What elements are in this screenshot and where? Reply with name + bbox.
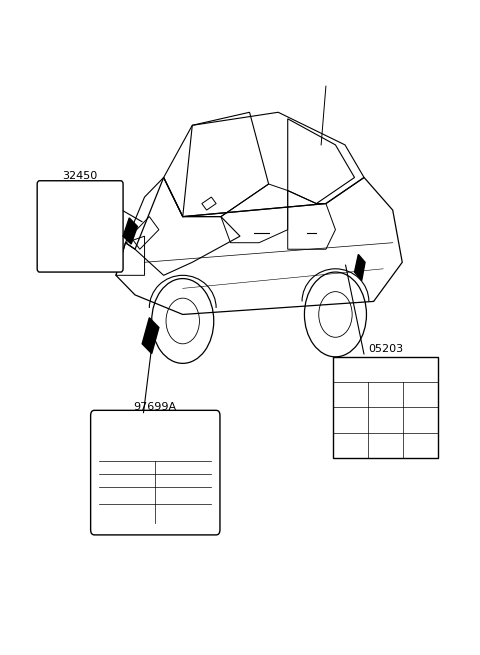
Polygon shape: [355, 254, 365, 280]
Text: 05203: 05203: [368, 344, 403, 354]
Polygon shape: [123, 218, 137, 244]
Text: 32450: 32450: [62, 171, 98, 181]
FancyBboxPatch shape: [333, 357, 438, 458]
Polygon shape: [142, 318, 159, 354]
Text: 97699A: 97699A: [134, 402, 177, 412]
FancyBboxPatch shape: [37, 181, 123, 272]
FancyBboxPatch shape: [91, 410, 220, 535]
